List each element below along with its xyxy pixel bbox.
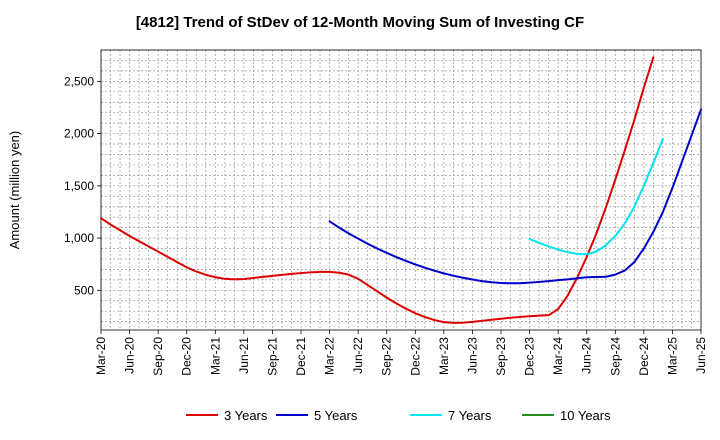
x-axis: Mar-20 Jun-20 Sep-20 Dec-20 Mar-21 Jun-21 Sep-… [94,330,708,376]
y-axis-label: Amount (million yen) [7,131,22,250]
legend: 3 Years 5 Years 7 Years 10 Years [186,408,611,423]
x-tick-label: Sep-24 [608,337,622,376]
y-tick-label: 1,000 [64,231,94,245]
legend-label-7-years: 7 Years [448,408,492,423]
x-tick-label: Sep-21 [265,337,279,376]
plot-area [100,49,702,331]
legend-label-5-years: 5 Years [314,408,358,423]
chart-title: [4812] Trend of StDev of 12-Month Moving… [135,14,585,31]
x-tick-label: Jun-20 [123,337,137,374]
y-tick-label: 500 [74,283,94,297]
x-tick-label: Jun-23 [465,337,479,374]
x-tick-label: Dec-23 [523,337,537,376]
legend-label-10-years: 10 Years [560,408,611,423]
x-tick-label: Jun-24 [580,337,594,374]
x-tick-label: Mar-21 [208,337,222,375]
x-tick-label: Jun-25 [694,337,708,374]
x-tick-label: Mar-25 [665,337,679,375]
x-tick-label: Mar-24 [551,337,565,375]
x-tick-label: Jun-22 [351,337,365,374]
y-tick-label: 2,500 [64,74,94,88]
x-tick-label: Jun-21 [237,337,251,374]
y-axis: 500 1,000 1,500 2,000 2,500 [64,74,101,297]
series-line-7-years [528,137,664,256]
x-tick-label: Dec-22 [408,337,422,376]
series-line-3-years [100,56,655,324]
legend-label-3-years: 3 Years [224,408,268,423]
x-tick-label: Sep-22 [380,337,394,376]
y-tick-label: 1,500 [64,179,94,193]
x-tick-label: Sep-23 [494,337,508,376]
x-tick-label: Mar-23 [437,337,451,375]
x-tick-label: Mar-20 [94,337,108,375]
series-line-5-years [328,108,702,285]
x-tick-label: Dec-20 [180,337,194,376]
x-tick-label: Dec-21 [294,337,308,376]
series-lines [100,56,702,324]
x-tick-label: Sep-20 [151,337,165,376]
gridlines [100,49,702,330]
x-tick-label: Mar-22 [323,337,337,375]
x-tick-label: Dec-24 [637,337,651,376]
y-tick-label: 2,000 [64,127,94,141]
